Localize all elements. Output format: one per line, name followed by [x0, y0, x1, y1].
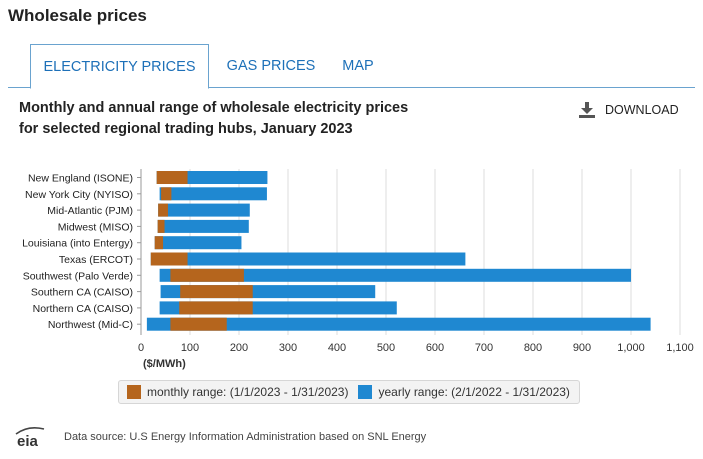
monthly-range-bar: [179, 301, 253, 315]
x-tick-label: 700: [475, 342, 493, 354]
x-tick-label: 600: [426, 342, 444, 354]
category-label: New England (ISONE): [28, 173, 133, 185]
tab-gas-prices[interactable]: GAS PRICES: [226, 58, 316, 74]
category-label: Northern CA (CAISO): [33, 303, 133, 315]
tab-map[interactable]: MAP: [342, 58, 374, 74]
download-button[interactable]: DOWNLOAD: [578, 102, 679, 118]
download-icon: [579, 102, 595, 118]
eia-logo-text: eia: [17, 433, 39, 449]
monthly-range-bar: [154, 236, 164, 250]
x-tick-label: 900: [573, 342, 591, 354]
category-label: Mid-Atlantic (PJM): [47, 205, 133, 217]
tab-underline: [8, 87, 695, 88]
monthly-range-bar: [150, 252, 188, 266]
legend-label-yearly: yearly range: (2/1/2022 - 1/31/2023): [378, 385, 570, 399]
legend-swatch-yearly: [358, 385, 373, 399]
legend-label-monthly: monthly range: (1/1/2023 - 1/31/2023): [147, 385, 349, 399]
yearly-range-bar: [154, 236, 242, 250]
x-tick-label: 400: [328, 342, 346, 354]
category-label: Southern CA (CAISO): [31, 287, 133, 299]
category-label: Louisiana (into Entergy): [22, 238, 133, 250]
yearly-range-bar: [146, 317, 651, 331]
yearly-range-bar: [158, 203, 250, 217]
data-source-text: Data source: U.S Energy Information Admi…: [64, 431, 427, 443]
x-tick-label: 1,100: [666, 342, 694, 354]
x-tick-label: 0: [138, 342, 144, 354]
range-bar-chart: 0 100 200 300 400 500 600 700 800 900 1,000 1,100 ($…: [22, 169, 694, 370]
yearly-range-bar: [159, 268, 631, 282]
eia-logo: eia: [15, 427, 45, 449]
category-label: New York City (NYISO): [25, 189, 133, 201]
tab-bar: ELECTRICITY PRICES GAS PRICES MAP: [8, 44, 695, 89]
tab-electricity-prices[interactable]: ELECTRICITY PRICES: [30, 44, 209, 89]
monthly-range-bar: [156, 171, 188, 184]
monthly-range-bar: [180, 285, 253, 299]
download-label: DOWNLOAD: [605, 103, 679, 117]
x-axis-label: ($/MWh): [143, 358, 186, 370]
yearly-range-bar: [150, 252, 466, 266]
chart-legend: monthly range: (1/1/2023 - 1/31/2023) ye…: [118, 380, 580, 404]
yearly-range-bar: [157, 219, 249, 233]
monthly-range-bar: [170, 268, 244, 282]
monthly-range-bar: [161, 187, 172, 201]
x-tick-label: 300: [279, 342, 297, 354]
monthly-range-bar: [170, 317, 227, 331]
page-title: Wholesale prices: [8, 6, 147, 25]
chart-title-line-1: Monthly and annual range of wholesale el…: [19, 100, 409, 116]
chart-title: Monthly and annual range of wholesale el…: [19, 98, 489, 140]
monthly-range-bar: [158, 203, 168, 217]
x-tick-label: 100: [181, 342, 199, 354]
category-label: Southwest (Palo Verde): [23, 270, 133, 282]
footer: eia Data source: U.S Energy Information …: [14, 425, 426, 449]
legend-item-monthly[interactable]: monthly range: (1/1/2023 - 1/31/2023): [127, 385, 348, 399]
legend-swatch-monthly: [127, 385, 141, 399]
category-label: Northwest (Mid-C): [48, 319, 133, 331]
category-label: Texas (ERCOT): [59, 254, 133, 266]
x-tick-label: 200: [230, 342, 248, 354]
chart-title-line-2: for selected regional trading hubs, Janu…: [19, 121, 353, 137]
legend-item-yearly[interactable]: yearly range: (2/1/2022 - 1/31/2023): [358, 385, 570, 399]
x-tick-label: 500: [377, 342, 395, 354]
yearly-range-bar: [159, 187, 267, 201]
monthly-range-bar: [157, 219, 165, 233]
x-tick-label: 800: [524, 342, 542, 354]
category-label: Midwest (MISO): [58, 221, 133, 233]
x-tick-label: 1,000: [617, 342, 645, 354]
